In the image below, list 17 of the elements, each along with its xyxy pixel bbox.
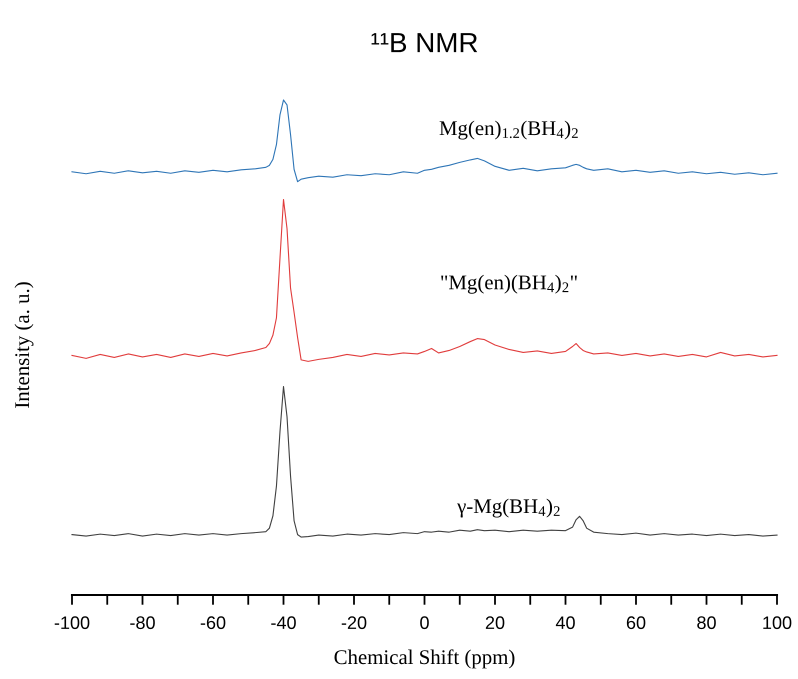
x-tick-label: -80 — [130, 616, 155, 630]
x-tick-label: 80 — [697, 616, 716, 630]
series-label: Mg(en)$_{1.2}$(BH$_{4}$)$_{2}$ — [440, 120, 578, 140]
x-tick-label: 60 — [626, 616, 646, 630]
series-label: γ-Mg(BH$_{4}$)$_{2}$ — [457, 498, 560, 518]
x-tick-label: 40 — [556, 616, 575, 630]
x-tick-label: 20 — [486, 616, 504, 630]
chart-title: ¹¹B NMR — [372, 33, 478, 52]
text: "Mg(en)(BH$_{4}$)$_{2}$" — [441, 274, 577, 294]
x-tick-label: 0 — [420, 616, 429, 630]
x-tick-label: -20 — [342, 616, 366, 630]
x-tick-label: -60 — [200, 616, 226, 630]
y-axis-title: Intensity (a. u.) — [14, 282, 34, 408]
x-axis-title: Chemical Shift (ppm) — [334, 649, 514, 668]
x-tick-label: -100 — [54, 616, 90, 630]
x-tick-label: -40 — [271, 616, 296, 630]
x-tick-label: 100 — [763, 616, 792, 630]
